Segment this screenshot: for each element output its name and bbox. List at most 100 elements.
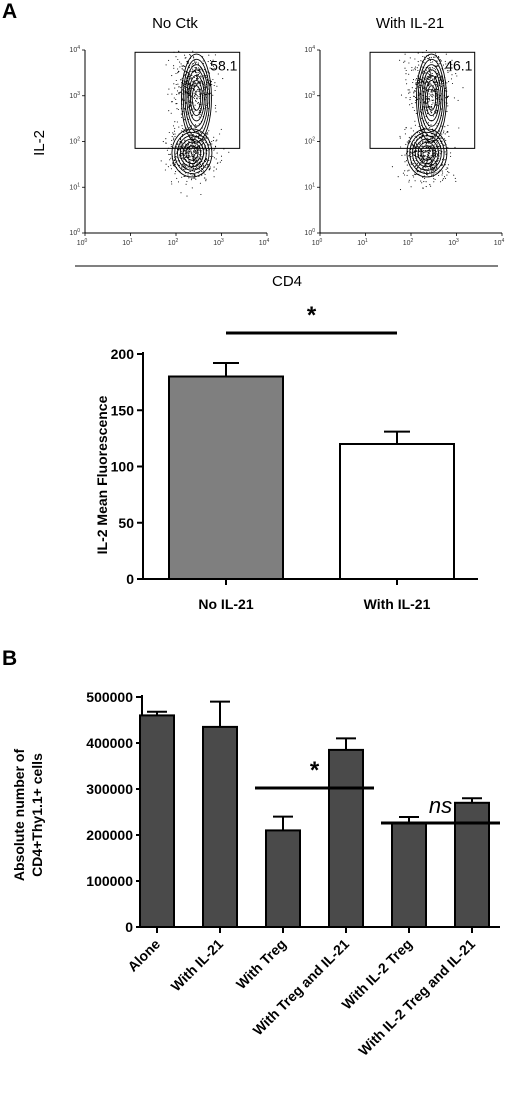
flow-event-dot (194, 151, 196, 153)
flow-tick-base: 10 (304, 184, 312, 191)
flow-tick-base: 10 (69, 230, 77, 237)
flow-event-dot (189, 156, 191, 158)
flow-x-tick-label: 102 (168, 238, 179, 247)
flow-event-dot (408, 73, 410, 75)
flow-event-dot (399, 59, 401, 61)
flow-event-dot (430, 150, 432, 152)
flow-event-dot (427, 155, 429, 157)
flow-event-dot (180, 79, 182, 81)
flow-event-dot (430, 164, 432, 166)
flow-event-dot (442, 132, 445, 134)
flow-event-dot (422, 77, 424, 79)
flow-event-dot (213, 166, 215, 168)
flow-event-dot (434, 144, 436, 146)
flow-event-dot (188, 73, 191, 75)
flow-event-dot (436, 168, 438, 170)
flow-event-dot (444, 126, 446, 128)
flow-event-dot (407, 140, 410, 142)
flow-event-dot (197, 73, 199, 75)
flow-event-dot (167, 93, 169, 95)
flow-event-dot (423, 160, 426, 162)
flow-event-dot (435, 84, 438, 86)
flow-event-dot (186, 180, 188, 182)
flow-event-dot (430, 77, 432, 79)
flow-event-dot (451, 74, 453, 76)
flow-event-dot (413, 162, 415, 165)
flow-contour-line (186, 69, 207, 127)
flow-y-tick-label: 103 (304, 91, 315, 100)
flow-event-dot (189, 104, 191, 106)
flow-event-dot (216, 152, 218, 154)
flow-event-dot (404, 133, 406, 135)
flow-event-dot (194, 144, 197, 146)
flow-event-dot (214, 89, 216, 92)
flow-event-dot (451, 59, 453, 61)
flow-event-dot (429, 56, 431, 59)
flow-event-dot (447, 105, 449, 107)
flow-event-dot (407, 170, 409, 172)
flow-event-dot (447, 167, 449, 169)
flow-y-tick-label: 103 (69, 91, 80, 100)
flow-event-dot (416, 150, 418, 152)
flow-event-dot (447, 70, 449, 72)
flow-event-dot (194, 177, 196, 179)
flow-event-dot (209, 166, 211, 168)
flow-event-dot (412, 130, 414, 132)
flow-event-dot (191, 137, 193, 139)
flow-event-dot (203, 177, 205, 179)
flow-y-tick-label: 100 (304, 228, 315, 237)
flow-event-dot (179, 61, 181, 63)
flow-event-dot (183, 149, 186, 152)
flow-event-dot (190, 71, 192, 73)
flow-event-dot (409, 104, 411, 106)
flow-event-dot (432, 154, 435, 156)
flow-tick-base: 10 (168, 240, 176, 247)
flow-event-dot (444, 60, 446, 62)
flow-event-dot (173, 67, 175, 69)
flow-event-dot (186, 152, 188, 154)
flow-event-dot (205, 133, 208, 135)
flow-event-dot (181, 130, 183, 132)
flow-event-dot (160, 160, 162, 162)
flow-event-dot (418, 93, 420, 95)
flow-event-dot (172, 132, 174, 134)
flow-contour-line (182, 141, 202, 164)
flow-event-dot (430, 159, 432, 161)
flow-event-dot (170, 181, 173, 183)
flow-event-dot (445, 139, 447, 141)
flow-event-dot (433, 181, 435, 183)
flow-event-dot (203, 75, 205, 77)
flow-event-dot (421, 162, 423, 164)
flow-event-dot (422, 99, 424, 101)
flow-event-dot (180, 113, 182, 115)
flow-event-dot (177, 181, 180, 183)
flow-event-dot (168, 59, 170, 61)
flow-event-dot (413, 150, 415, 152)
flow-event-dot (171, 75, 173, 77)
flow-contour-line (182, 58, 211, 138)
flow-event-dot (407, 89, 409, 91)
flow-event-dot (200, 76, 202, 78)
flow-event-dot (212, 59, 214, 61)
flow-event-dot (430, 145, 432, 147)
flow-event-dot (213, 170, 215, 172)
chart-b-y-axis-label: Absolute number of CD4+Thy1.1+ cells (11, 749, 45, 882)
flow-event-dot (199, 72, 201, 74)
flow-event-dot (214, 54, 216, 56)
flow-event-dot (220, 128, 222, 130)
flow-event-dot (414, 174, 417, 176)
flow-event-dot (419, 84, 421, 86)
flow-event-dot (433, 172, 435, 174)
flow-event-dot (413, 173, 416, 175)
flow-event-dot (178, 154, 181, 156)
flow-event-dot (182, 65, 184, 67)
flow-event-dot (180, 87, 182, 89)
flow-event-dot (184, 152, 186, 154)
flow-event-dot (430, 170, 432, 172)
flow-contour-line (190, 79, 203, 117)
flow-event-dot (162, 141, 164, 143)
flow-event-dot (181, 125, 183, 127)
flow-x-tick-label: 104 (259, 238, 270, 247)
flow-event-dot (181, 116, 183, 119)
chart-bar (202, 725, 238, 929)
